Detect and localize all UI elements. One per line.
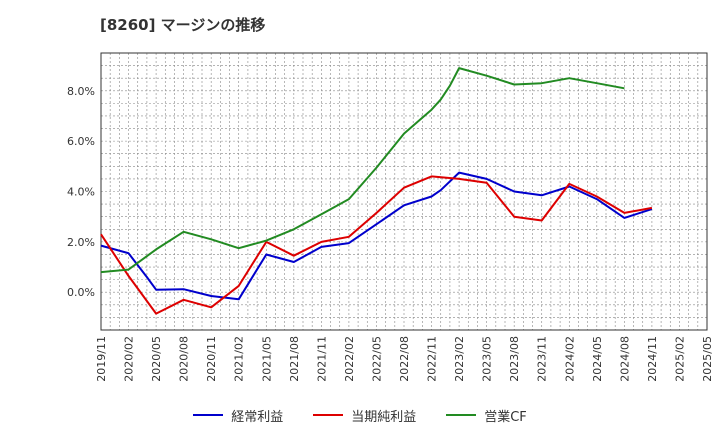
legend-label: 営業CF (484, 409, 527, 425)
x-tick-label: 2021/08 (288, 336, 301, 382)
legend-swatch (193, 414, 224, 416)
x-tick-label: 2023/05 (481, 336, 494, 382)
series-line (100, 67, 625, 274)
x-tick-label: 2019/11 (95, 336, 108, 382)
x-tick-label: 2022/08 (398, 336, 411, 382)
chart-title: [8260] マージンの推移 (100, 16, 266, 34)
x-tick-label: 2022/11 (426, 336, 439, 382)
legend-swatch (446, 414, 477, 416)
y-tick-label: 4.0% (67, 186, 95, 199)
x-tick-label: 2023/08 (508, 336, 521, 382)
x-tick-label: 2022/02 (343, 336, 356, 382)
legend-label: 当期純利益 (351, 409, 417, 425)
legend-item: 営業CF (446, 404, 527, 426)
legend-label: 経常利益 (231, 409, 284, 425)
x-tick-label: 2024/05 (591, 336, 604, 382)
x-tick-label: 2024/08 (618, 336, 631, 382)
x-tick-label: 2023/11 (536, 336, 549, 382)
legend: 経常利益 当期純利益 営業CF (0, 404, 720, 426)
x-tick-label: 2023/02 (453, 336, 466, 382)
y-tick-label: 6.0% (67, 135, 95, 148)
legend-item: 当期純利益 (313, 404, 416, 426)
x-tick-label: 2020/11 (205, 336, 218, 382)
x-tick-label: 2021/05 (260, 336, 273, 382)
x-tick-label: 2024/02 (563, 336, 576, 382)
series-line (100, 171, 653, 301)
x-tick-label: 2025/05 (701, 336, 714, 382)
series-line (100, 175, 653, 315)
x-tick-label: 2020/05 (150, 336, 163, 382)
y-tick-label: 8.0% (67, 85, 95, 98)
legend-swatch (313, 414, 344, 416)
x-tick-label: 2021/11 (315, 336, 328, 382)
y-tick-label: 2.0% (67, 236, 95, 249)
x-tick-label: 2020/02 (123, 336, 136, 382)
x-tick-label: 2021/02 (233, 336, 246, 382)
plot-border (100, 52, 708, 331)
x-tick-label: 2022/05 (370, 336, 383, 382)
x-tick-label: 2025/02 (673, 336, 686, 382)
x-tick-label: 2020/08 (178, 336, 191, 382)
y-tick-label: 0.0% (67, 286, 95, 299)
x-tick-label: 2024/11 (646, 336, 659, 382)
legend-item: 経常利益 (193, 404, 283, 426)
